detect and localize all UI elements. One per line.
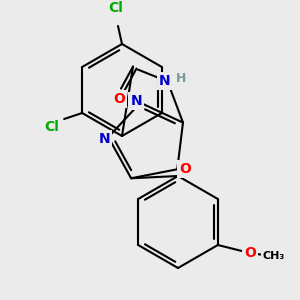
- Text: H: H: [176, 72, 186, 85]
- Text: O: O: [179, 162, 191, 176]
- Text: Cl: Cl: [45, 120, 60, 134]
- Text: N: N: [159, 74, 171, 88]
- Text: Cl: Cl: [109, 1, 123, 15]
- Text: CH₃: CH₃: [263, 251, 285, 261]
- Text: N: N: [130, 94, 142, 108]
- Text: O: O: [113, 92, 125, 106]
- Text: O: O: [244, 246, 256, 260]
- Text: N: N: [98, 132, 110, 146]
